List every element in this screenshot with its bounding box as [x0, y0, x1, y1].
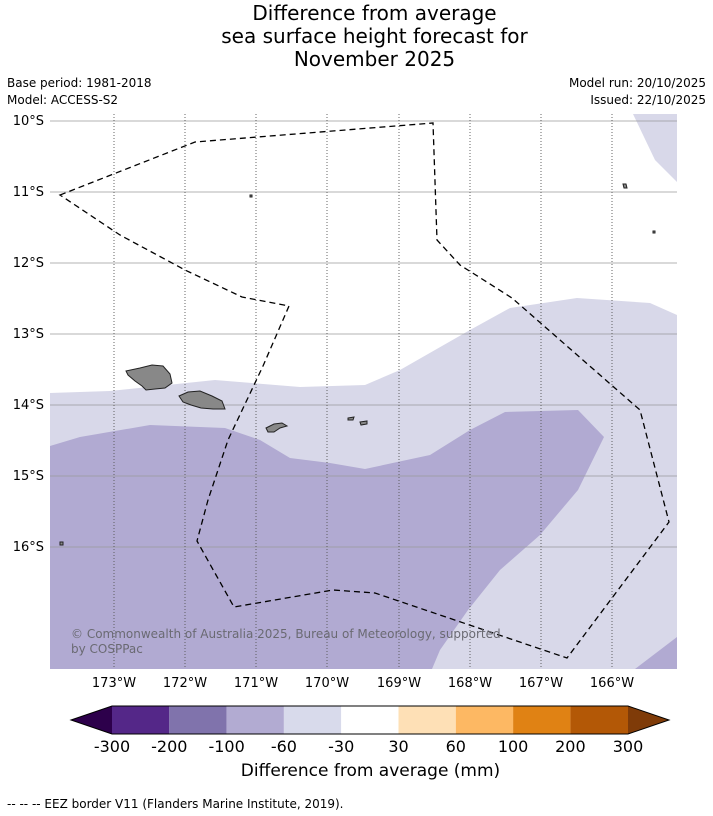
lat-label-14S: 14°S — [13, 398, 44, 413]
meta-left: Base period: 1981-2018 Model: ACCESS-S2 — [7, 75, 152, 109]
colorbar-tick-label: -30 — [328, 737, 354, 756]
island-east-small — [652, 230, 656, 234]
island-swains — [249, 194, 253, 198]
colorbar-segment-0 — [71, 706, 112, 734]
colorbar-tick-labels: -300 -200 -100 -60 -30 30 60 100 200 300 — [94, 737, 643, 756]
eez-border-tokelau — [58, 122, 670, 659]
colorbar-segment-8 — [513, 706, 571, 734]
lat-label-15S: 15°S — [13, 469, 44, 484]
colorbar-tick-label: 30 — [388, 737, 408, 756]
title-line-2: sea surface height forecast for — [221, 24, 528, 48]
title-line-1: Difference from average — [252, 1, 497, 25]
eez-borders — [58, 122, 670, 659]
contour-band-minus60-minus30-ne — [633, 114, 677, 182]
colorbar-segment-10 — [628, 706, 669, 734]
island-north-east — [622, 183, 628, 189]
lon-label-168W: 168°W — [448, 676, 492, 691]
colorbar-segment-6 — [398, 706, 456, 734]
island-upolu — [178, 390, 226, 410]
colorbar-segment-5 — [341, 706, 399, 734]
lon-label-173W: 173°W — [92, 676, 136, 691]
eez-legend-note: -- -- -- EEZ border V11 (Flanders Marine… — [7, 797, 344, 811]
island-tutuila — [265, 422, 289, 433]
colorbar-tick-label: -100 — [208, 737, 244, 756]
colorbar-tick-label: -300 — [94, 737, 130, 756]
contour-band-minus100-minus60 — [50, 410, 604, 669]
chart-title: Difference from average sea surface heig… — [0, 2, 713, 71]
colorbar-tick-label: 200 — [555, 737, 586, 756]
colorbar: -300 -200 -100 -60 -30 30 60 100 200 300 — [69, 705, 671, 756]
lon-label-167W: 167°W — [519, 676, 563, 691]
model-name: Model: ACCESS-S2 — [7, 93, 119, 107]
issued-date: Issued: 22/10/2025 — [590, 93, 706, 107]
lon-label-166W: 166°W — [590, 676, 634, 691]
land-masses — [59, 183, 656, 546]
lat-label-12S: 12°S — [13, 256, 44, 271]
colorbar-segment-1 — [112, 706, 170, 734]
island-ofu — [347, 416, 355, 421]
island-savaii — [125, 364, 173, 391]
colorbar-title: Difference from average (mm) — [240, 761, 501, 781]
island-tau — [359, 420, 368, 426]
colorbar-segment-3 — [226, 706, 284, 734]
model-run: Model run: 20/10/2025 — [568, 76, 706, 90]
title-line-3: November 2025 — [293, 47, 456, 71]
lon-gridlines — [113, 114, 613, 669]
contour-band-minus100-minus60-se — [635, 637, 677, 669]
lat-label-13S: 13°S — [13, 327, 44, 342]
copyright-line-1: © Commonwealth of Australia 2025, Bureau… — [71, 627, 501, 641]
lat-label-16S: 16°S — [13, 540, 44, 555]
copyright-line-2: by COSPPac — [71, 642, 143, 656]
colorbar-segment-7 — [455, 706, 514, 734]
meta-right: Model run: 20/10/2025 Issued: 22/10/2025 — [569, 75, 706, 109]
lat-label-11S: 11°S — [13, 185, 44, 200]
map-area: © Commonwealth of Australia 2025, Bureau… — [50, 114, 677, 669]
lat-gridlines — [50, 120, 677, 548]
colorbar-tick-label: 60 — [446, 737, 466, 756]
island-west-small — [59, 541, 64, 546]
lat-label-10S: 10°S — [13, 114, 44, 129]
colorbar-tick-label: -200 — [151, 737, 187, 756]
colorbar-tick-label: -60 — [271, 737, 297, 756]
lon-label-170W: 170°W — [305, 676, 349, 691]
lon-label-172W: 172°W — [163, 676, 207, 691]
base-period: Base period: 1981-2018 — [7, 76, 152, 90]
lon-labels: 173°W 172°W 171°W 170°W 169°W 168°W 167°… — [92, 676, 634, 691]
lon-label-169W: 169°W — [377, 676, 421, 691]
lon-label-171W: 171°W — [234, 676, 278, 691]
colorbar-segment-9 — [570, 706, 628, 734]
colorbar-tick-label: 300 — [613, 737, 644, 756]
lat-labels: 10°S 11°S 12°S 13°S 14°S 15°S 16°S — [13, 114, 44, 555]
colorbar-segment-2 — [169, 706, 227, 734]
colorbar-tick-label: 100 — [498, 737, 529, 756]
colorbar-outline — [69, 705, 671, 735]
colorbar-segment-4 — [283, 706, 342, 734]
